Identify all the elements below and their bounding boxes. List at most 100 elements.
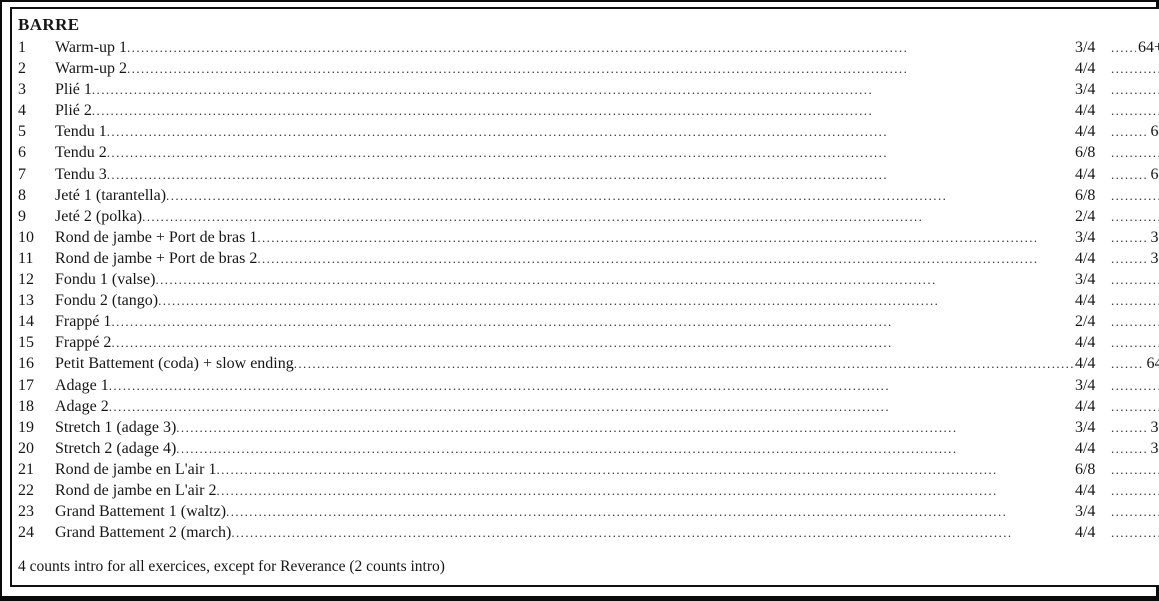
time-signature: 4/4 <box>1074 292 1096 310</box>
time-signature: 3/4 <box>1074 418 1096 436</box>
track-title: Tendu 3 <box>55 165 107 183</box>
track-title: Grand Battement 2 (march) <box>55 524 232 542</box>
dot-leader <box>176 417 1075 438</box>
counts-zone: 32 <box>1111 269 1159 290</box>
dot-leader <box>1111 459 1159 480</box>
track-number: 3 <box>18 81 26 99</box>
time-signature: 4/4 <box>1074 481 1096 499</box>
track-number: 15 <box>18 334 34 352</box>
track-counts: 32+32 <box>1150 249 1159 267</box>
time-signature: 3/4 <box>1074 271 1096 289</box>
track-row: 6 Tendu 2 6/8 32 0:44 <box>18 142 1159 163</box>
track-title: Frappé 2 <box>55 334 112 352</box>
counts-zone: 32 <box>1111 375 1159 396</box>
track-title: Petit Battement (coda) + slow ending <box>55 355 294 373</box>
track-row: 3 Plié 1 3/4 64 2:02 <box>18 79 1159 100</box>
track-row: 11 Rond de jambe + Port de bras 2 4/4 32… <box>18 248 1159 269</box>
track-row: 2 Warm-up 2 4/4 64 1:29 <box>18 58 1159 79</box>
track-title: Frappé 1 <box>55 313 112 331</box>
track-title: Warm-up 1 <box>55 39 128 56</box>
track-row: 15 Frappé 2 4/4 32 0:34 <box>18 332 1159 353</box>
track-row: 9 Jeté 2 (polka) 2/4 64 0:47 <box>18 206 1159 227</box>
dot-leader <box>142 206 1075 227</box>
dot-leader <box>109 396 1075 417</box>
dot-leader <box>217 459 1075 480</box>
dot-leader <box>226 501 1075 522</box>
dot-leader <box>111 311 1075 332</box>
track-counts: 32+16 <box>1150 418 1159 436</box>
track-counts: 64 + 16 <box>1146 355 1159 373</box>
track-number: 14 <box>18 313 34 331</box>
counts-zone: 64 <box>1111 100 1159 121</box>
track-title: Fondu 2 (tango) <box>55 292 159 310</box>
track-number: 11 <box>18 249 34 267</box>
track-title: Fondu 1 (valse) <box>55 271 156 289</box>
counts-zone: 32+32 <box>1111 248 1159 269</box>
track-number: 19 <box>18 418 34 436</box>
dot-leader <box>1111 248 1148 269</box>
counts-zone: 64+64+16 <box>1111 37 1159 58</box>
section-title: BARRE <box>18 15 80 34</box>
barre-track-list: 1 Warm-up 1 3/4 64+64+16 4:35 2 Warm-up … <box>18 37 1159 543</box>
counts-zone: 64 <box>1111 185 1159 206</box>
time-signature: 4/4 <box>1074 397 1096 415</box>
counts-zone: 64 <box>1111 522 1159 543</box>
track-number: 10 <box>18 228 34 246</box>
track-title: Adage 1 <box>55 376 109 394</box>
dot-leader <box>1111 522 1159 543</box>
track-number: 4 <box>18 102 26 120</box>
counts-zone: 64 <box>1111 79 1159 100</box>
counts-zone: 64 <box>1111 58 1159 79</box>
dot-leader <box>1111 79 1159 100</box>
time-signature: 3/4 <box>1074 81 1096 99</box>
time-signature: 4/4 <box>1074 249 1096 267</box>
dot-leader <box>1111 290 1159 311</box>
dot-leader <box>1111 396 1159 417</box>
track-row: 1 Warm-up 1 3/4 64+64+16 4:35 <box>18 37 1159 58</box>
dot-leader <box>166 185 1075 206</box>
dot-leader <box>231 522 1075 543</box>
counts-zone: 64 <box>1111 311 1159 332</box>
dot-leader <box>1111 480 1159 501</box>
track-row: 5 Tendu 1 4/4 64+32 1:55 <box>18 121 1159 142</box>
track-number: 9 <box>18 207 26 225</box>
time-signature: 6/8 <box>1074 460 1096 478</box>
barre-panel: BARRE 1 Warm-up 1 3/4 64+64+16 4:35 2 Wa… <box>10 7 1159 587</box>
counts-zone: 32 <box>1111 290 1159 311</box>
track-number: 13 <box>18 292 34 310</box>
time-signature: 3/4 <box>1074 39 1096 56</box>
time-signature: 3/4 <box>1074 228 1096 246</box>
counts-zone: 64+32 <box>1111 121 1159 142</box>
time-signature: 4/4 <box>1074 355 1096 373</box>
dot-leader <box>1111 269 1159 290</box>
track-number: 1 <box>18 39 26 56</box>
counts-zone: 32+32 <box>1111 227 1159 248</box>
dot-leader <box>1111 58 1159 79</box>
track-row: 20 Stretch 2 (adage 4) 4/4 32+16 0:41 <box>18 438 1159 459</box>
track-title: Grand Battement 1 (waltz) <box>55 503 227 521</box>
time-signature: 4/4 <box>1074 60 1096 78</box>
dot-leader <box>109 375 1075 396</box>
track-row: 8 Jeté 1 (tarantella) 6/8 64 1:15 <box>18 185 1159 206</box>
dot-leader <box>1111 332 1159 353</box>
counts-zone: 32 <box>1111 142 1159 163</box>
track-number: 5 <box>18 123 26 141</box>
dot-leader <box>1111 121 1148 142</box>
counts-zone: 32+16 <box>1111 417 1159 438</box>
track-title: Warm-up 2 <box>55 60 128 78</box>
counts-zone: 32 <box>1111 501 1159 522</box>
track-row: 24 Grand Battement 2 (march) 4/4 64 1:25 <box>18 522 1159 543</box>
track-counts: 64+64+16 <box>1137 39 1159 56</box>
track-row: 19 Stretch 1 (adage 3) 3/4 32+16 1:41 <box>18 417 1159 438</box>
dot-leader <box>158 290 1075 311</box>
track-row: 4 Plié 2 4/4 64 2:05 <box>18 100 1159 121</box>
dot-leader <box>294 353 1075 374</box>
dot-leader <box>217 480 1075 501</box>
time-signature: 6/8 <box>1074 186 1096 204</box>
dot-leader <box>1111 375 1159 396</box>
dot-leader <box>1111 438 1148 459</box>
track-counts: 32+16 <box>1150 439 1159 457</box>
dot-leader <box>1111 206 1159 227</box>
time-signature: 2/4 <box>1074 313 1096 331</box>
